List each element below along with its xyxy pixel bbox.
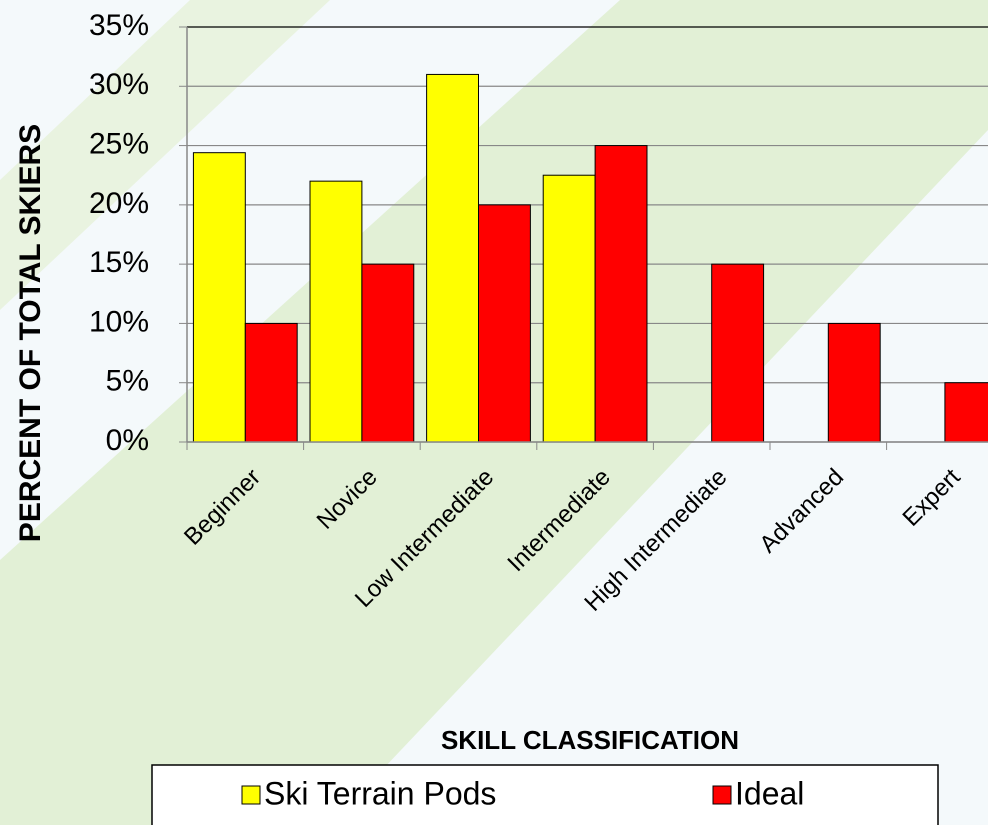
y-tick-label: 30% bbox=[89, 68, 149, 101]
y-tick-label: 15% bbox=[89, 246, 149, 279]
bar bbox=[361, 263, 415, 443]
background-stripe bbox=[0, 0, 330, 310]
y-tick-label: 5% bbox=[106, 365, 149, 398]
y-tick-label: 35% bbox=[89, 9, 149, 42]
y-tick-label: 10% bbox=[89, 305, 149, 338]
bar bbox=[309, 180, 363, 443]
y-tick-label: 20% bbox=[89, 187, 149, 220]
bar bbox=[944, 382, 988, 443]
legend-label: Ideal bbox=[735, 775, 804, 811]
legend-swatch bbox=[241, 785, 261, 805]
bar bbox=[542, 174, 596, 443]
bar bbox=[827, 322, 881, 443]
bar bbox=[244, 322, 298, 443]
bar bbox=[478, 204, 531, 443]
bar bbox=[192, 152, 246, 443]
bar bbox=[426, 73, 480, 443]
y-tick-label: 25% bbox=[89, 127, 149, 160]
legend-box bbox=[151, 764, 939, 825]
y-tick-label: 0% bbox=[106, 424, 149, 457]
legend-label: Ski Terrain Pods bbox=[264, 775, 496, 811]
legend-swatch bbox=[712, 785, 732, 805]
y-axis-title: PERCENT OF TOTAL SKIERS bbox=[14, 124, 47, 542]
bar bbox=[594, 145, 648, 443]
bar bbox=[711, 263, 765, 443]
x-axis-title: SKILL CLASSIFICATION bbox=[441, 725, 739, 755]
